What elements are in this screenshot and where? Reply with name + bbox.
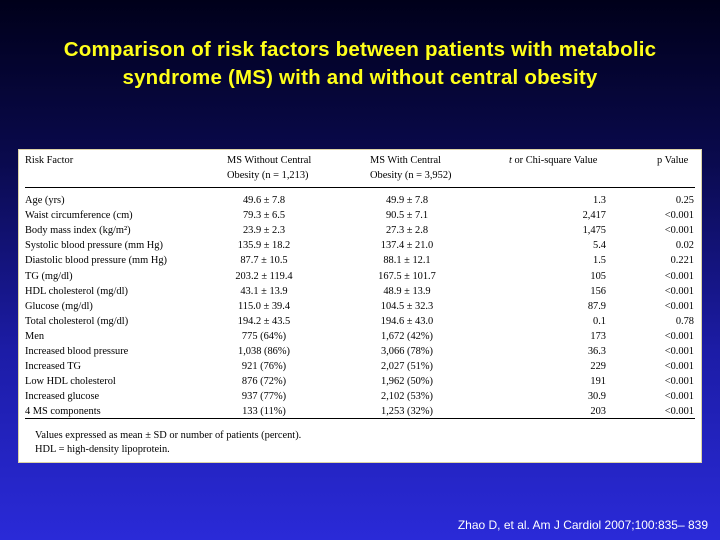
cell-test-statistic: 229 [590, 361, 606, 373]
cell-with-central-obesity: 194.6 ± 43.0 [380, 315, 434, 327]
cell-with-central-obesity: 27.3 ± 2.8 [385, 225, 429, 237]
table-footnote-1: Values expressed as mean ± SD or number … [35, 430, 302, 441]
cell-with-central-obesity: 90.5 ± 7.1 [385, 210, 429, 222]
cell-risk-factor: TG (mg/dl) [25, 270, 73, 282]
cell-without-central-obesity: 203.2 ± 119.4 [235, 270, 293, 282]
cell-test-statistic: 5.4 [593, 240, 606, 252]
cell-risk-factor: Glucose (mg/dl) [25, 300, 93, 312]
slide-title-line-1: Comparison of risk factors between patie… [63, 38, 657, 61]
header-without-line-1: MS Without Central [227, 155, 312, 166]
cell-with-central-obesity: 2,102 (53%) [381, 391, 433, 403]
header-divider [25, 187, 695, 188]
cell-without-central-obesity: 43.1 ± 13.9 [240, 285, 288, 297]
cell-with-central-obesity: 48.9 ± 13.9 [383, 285, 431, 297]
cell-without-central-obesity: 775 (64%) [241, 330, 287, 342]
cell-p-value: <0.001 [664, 285, 694, 297]
header-p-value: p Value [657, 155, 689, 166]
cell-p-value: <0.001 [664, 346, 694, 357]
header-with-line-2: Obesity (n = 3,952) [370, 170, 452, 181]
cell-with-central-obesity: 49.9 ± 7.8 [385, 195, 429, 206]
cell-without-central-obesity: 49.6 ± 7.8 [242, 195, 286, 206]
cell-p-value: <0.001 [664, 270, 694, 282]
cell-risk-factor: Waist circumference (cm) [25, 210, 133, 222]
header-risk-factor: Risk Factor [25, 155, 74, 166]
cell-with-central-obesity: 1,672 (42%) [381, 330, 433, 342]
cell-test-statistic: 2,417 [582, 210, 606, 222]
cell-test-statistic: 156 [590, 285, 606, 297]
cell-test-statistic: 1.3 [593, 195, 606, 206]
cell-p-value: <0.001 [664, 391, 694, 403]
cell-p-value: <0.001 [664, 210, 694, 222]
cell-test-statistic: 191 [590, 376, 606, 388]
cell-risk-factor: Total cholesterol (mg/dl) [25, 315, 129, 327]
cell-with-central-obesity: 88.1 ± 12.1 [383, 255, 431, 267]
risk-factor-table: Risk Factor MS Without Central Obesity (… [18, 149, 702, 463]
cell-p-value: 0.25 [675, 195, 694, 206]
cell-test-statistic: 203 [590, 406, 606, 418]
cell-test-statistic: 1,475 [582, 225, 606, 237]
cell-test-statistic: 0.1 [593, 315, 606, 327]
table-footnote-2: HDL = high-density lipoprotein. [35, 444, 170, 455]
cell-test-statistic: 1.5 [593, 255, 606, 267]
header-with-line-1: MS With Central [370, 155, 441, 166]
cell-test-statistic: 173 [590, 330, 606, 342]
cell-p-value: <0.001 [664, 376, 694, 388]
cell-risk-factor: Men [25, 330, 45, 342]
header-test-label: or Chi-square Value [511, 155, 598, 166]
table-bottom-rule [25, 418, 695, 419]
cell-without-central-obesity: 937 (77%) [241, 391, 287, 403]
cell-with-central-obesity: 1,962 (50%) [381, 376, 433, 388]
cell-p-value: <0.001 [664, 361, 694, 373]
cell-without-central-obesity: 115.0 ± 39.4 [237, 300, 291, 312]
cell-with-central-obesity: 104.5 ± 32.3 [380, 300, 434, 312]
cell-risk-factor: Low HDL cholesterol [25, 376, 116, 388]
cell-without-central-obesity: 87.7 ± 10.5 [240, 255, 288, 267]
header-t-symbol: t [509, 155, 512, 166]
cell-p-value: 0.221 [670, 255, 694, 267]
cell-risk-factor: HDL cholesterol (mg/dl) [25, 285, 128, 297]
cell-p-value: <0.001 [664, 406, 694, 418]
slide-title: Comparison of risk factors between patie… [0, 36, 720, 92]
cell-p-value: 0.78 [675, 315, 694, 327]
cell-test-statistic: 36.3 [587, 346, 606, 357]
header-without-line-2: Obesity (n = 1,213) [227, 170, 309, 181]
cell-p-value: <0.001 [664, 300, 694, 312]
citation: Zhao D, et al. Am J Cardiol 2007;100:835… [457, 518, 708, 532]
cell-without-central-obesity: 1,038 (86%) [238, 346, 290, 357]
cell-with-central-obesity: 3,066 (78%) [381, 346, 433, 357]
cell-risk-factor: Increased glucose [25, 391, 100, 403]
slide-title-line-2: syndrome (MS) with and without central o… [122, 66, 598, 89]
cell-without-central-obesity: 135.9 ± 18.2 [237, 240, 291, 252]
cell-without-central-obesity: 194.2 ± 43.5 [237, 315, 291, 327]
cell-test-statistic: 30.9 [587, 391, 606, 403]
cell-without-central-obesity: 79.3 ± 6.5 [242, 210, 286, 222]
cell-with-central-obesity: 137.4 ± 21.0 [380, 240, 434, 252]
cell-risk-factor: Diastolic blood pressure (mm Hg) [25, 255, 167, 267]
cell-without-central-obesity: 133 (11%) [242, 406, 286, 418]
cell-without-central-obesity: 921 (76%) [241, 361, 287, 373]
header-test-statistic: t or Chi-square Value [509, 154, 597, 167]
cell-without-central-obesity: 23.9 ± 2.3 [242, 225, 286, 237]
cell-p-value: 0.02 [675, 240, 694, 252]
cell-risk-factor: Increased TG [25, 361, 82, 373]
cell-test-statistic: 87.9 [587, 300, 606, 312]
cell-risk-factor: 4 MS components [25, 406, 101, 418]
cell-with-central-obesity: 2,027 (51%) [381, 361, 433, 373]
cell-risk-factor: Systolic blood pressure (mm Hg) [25, 240, 163, 252]
cell-with-central-obesity: 167.5 ± 101.7 [378, 270, 436, 282]
cell-p-value: <0.001 [664, 225, 694, 237]
cell-risk-factor: Age (yrs) [25, 195, 65, 206]
cell-p-value: <0.001 [664, 330, 694, 342]
cell-test-statistic: 105 [590, 270, 606, 282]
cell-without-central-obesity: 876 (72%) [241, 376, 287, 388]
cell-with-central-obesity: 1,253 (32%) [381, 406, 433, 418]
cell-risk-factor: Body mass index (kg/m²) [25, 225, 131, 237]
cell-risk-factor: Increased blood pressure [25, 346, 129, 357]
